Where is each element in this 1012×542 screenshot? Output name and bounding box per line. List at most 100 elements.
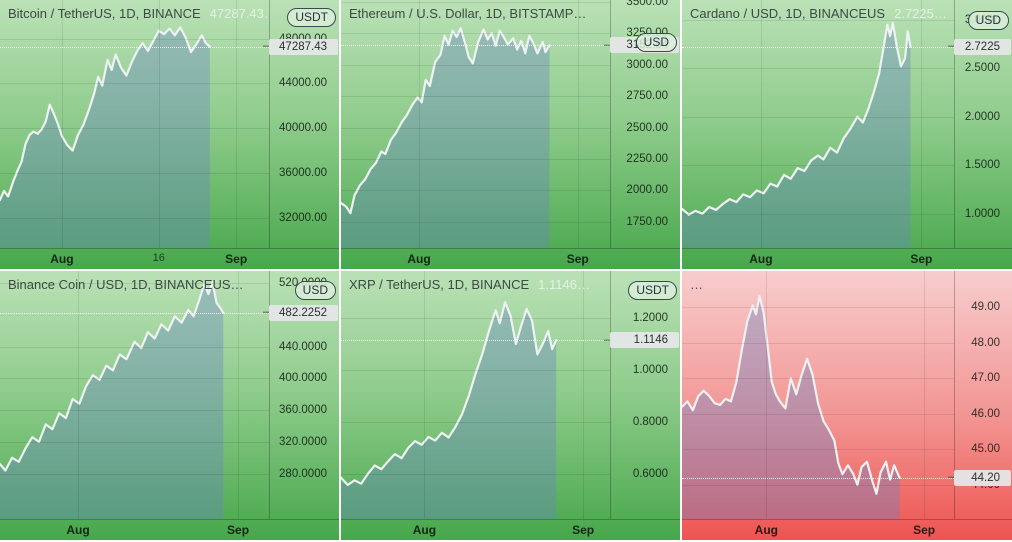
- current-price-line: [341, 340, 610, 342]
- currency-badge-button[interactable]: USD: [635, 33, 677, 52]
- price-tick-label: 2500.00: [626, 121, 668, 134]
- currency-badge-button[interactable]: USDT: [287, 8, 336, 27]
- price-label-tick: –: [263, 306, 270, 319]
- plot-area[interactable]: XRP / TetherUS, 1D, BINANCE 1.1146…: [341, 271, 610, 519]
- gridline-horizontal: [0, 346, 269, 348]
- time-axis[interactable]: Aug 16 Sep: [0, 248, 339, 269]
- price-tick-label: 44000.00: [279, 77, 327, 90]
- price-tick-label: 2750.00: [626, 90, 668, 103]
- area-fill: [341, 302, 557, 519]
- symbol-title[interactable]: XRP / TetherUS, 1D, BINANCE: [349, 277, 530, 292]
- price-label-value: 47287.43: [269, 38, 338, 55]
- gridline-vertical: [924, 271, 926, 519]
- price-label-tick: –: [263, 40, 270, 53]
- price-tick-label: 40000.00: [279, 122, 327, 135]
- price-tick-label: 49.00: [971, 301, 1000, 314]
- price-tick-label: 2250.00: [626, 153, 668, 166]
- price-tick-label: 440.0000: [279, 340, 327, 353]
- price-line: [0, 282, 223, 470]
- time-axis[interactable]: Aug Sep: [341, 248, 680, 269]
- chart-panel-xrp-usdt: XRP / TetherUS, 1D, BINANCE 1.1146… 1.20…: [341, 271, 680, 540]
- currency-badge-button[interactable]: USD: [967, 11, 1009, 30]
- time-axis[interactable]: Aug Sep: [682, 248, 1012, 269]
- price-tick-label: 0.6000: [632, 467, 668, 480]
- gridline-vertical: [583, 271, 585, 519]
- price-label-value: 1.1146: [610, 332, 679, 349]
- chart-legend[interactable]: Bitcoin / TetherUS, 1D, BINANCE 47287.43…: [8, 6, 269, 21]
- gridline-horizontal: [682, 449, 954, 451]
- price-tick-label: 1.0000: [964, 207, 1000, 220]
- price-label-tick: –: [948, 471, 955, 484]
- currency-badge-button[interactable]: USDT: [628, 281, 677, 300]
- time-tick-label: Aug: [412, 523, 437, 537]
- price-line: [682, 23, 910, 215]
- price-label-tick: –: [948, 40, 955, 53]
- symbol-title[interactable]: Binance Coin / USD, 1D, BINANCEUS…: [8, 277, 244, 292]
- price-axis[interactable]: 520.0000440.0000400.0000360.0000320.0000…: [263, 271, 339, 519]
- price-axis[interactable]: 48000.0044000.0040000.0036000.0032000.00…: [263, 0, 339, 248]
- price-tick-label: 0.8000: [632, 415, 668, 428]
- gridline-horizontal: [682, 378, 954, 380]
- gridline-vertical: [238, 271, 240, 519]
- currency-badge-button[interactable]: USD: [294, 281, 336, 300]
- current-price-label: –1.1146: [604, 332, 679, 349]
- symbol-title[interactable]: Cardano / USD, 1D, BINANCEUS: [690, 6, 886, 21]
- gridline-horizontal: [0, 473, 269, 475]
- plot-area[interactable]: …: [682, 271, 954, 519]
- time-tick-label: Aug: [50, 252, 74, 266]
- symbol-ohlc-value: 1.1146…: [538, 277, 590, 292]
- chart-legend[interactable]: …: [690, 277, 712, 292]
- symbol-title[interactable]: Bitcoin / TetherUS, 1D, BINANCE: [8, 6, 201, 21]
- chart-legend[interactable]: Cardano / USD, 1D, BINANCEUS 2.7225…: [690, 6, 947, 21]
- price-area-chart: [341, 271, 610, 519]
- gridline-vertical: [424, 271, 426, 519]
- price-tick-label: 45.00: [971, 443, 1000, 456]
- symbol-title[interactable]: Ethereum / U.S. Dollar, 1D, BITSTAMP…: [349, 6, 587, 21]
- price-label-value: 44.20: [954, 469, 1011, 486]
- price-label-tick: –: [604, 333, 611, 346]
- chart-legend[interactable]: XRP / TetherUS, 1D, BINANCE 1.1146…: [349, 277, 590, 292]
- gridline-horizontal: [341, 473, 610, 475]
- price-area-chart: [0, 0, 269, 248]
- area-fill: [341, 28, 550, 248]
- gridline-vertical: [158, 0, 160, 248]
- time-tick-label: Aug: [66, 523, 90, 537]
- current-price-label: –2.7225: [948, 38, 1011, 55]
- current-price-label: –482.2252: [263, 304, 338, 321]
- price-line: [341, 302, 556, 485]
- time-axis[interactable]: Aug Sep: [0, 519, 339, 540]
- plot-area[interactable]: Binance Coin / USD, 1D, BINANCEUS…: [0, 271, 269, 519]
- price-axis[interactable]: 1.2000 1.0000 0.8000 0.6000 –1.1146 USDT: [604, 271, 680, 519]
- gridline-vertical: [760, 0, 762, 248]
- symbol-title[interactable]: …: [690, 277, 703, 292]
- gridline-horizontal: [341, 190, 610, 192]
- gridline-horizontal: [682, 116, 954, 118]
- chart-legend[interactable]: Ethereum / U.S. Dollar, 1D, BITSTAMP…: [349, 6, 595, 21]
- chart-legend[interactable]: Binance Coin / USD, 1D, BINANCEUS…: [8, 277, 253, 292]
- price-axis[interactable]: 3500.003250.003000.002750.002500.002250.…: [604, 0, 680, 248]
- gridline-horizontal: [341, 369, 610, 371]
- gridline-horizontal: [341, 317, 610, 319]
- plot-area[interactable]: Cardano / USD, 1D, BINANCEUS 2.7225…: [682, 0, 954, 248]
- current-price-line: [341, 45, 610, 47]
- gridline-horizontal: [0, 38, 269, 40]
- price-tick-label: 2.5000: [964, 62, 1000, 75]
- current-price-line: [0, 312, 269, 314]
- time-axis[interactable]: Aug Sep: [682, 519, 1012, 540]
- gridline-horizontal: [341, 96, 610, 98]
- plot-area[interactable]: Bitcoin / TetherUS, 1D, BINANCE 47287.43…: [0, 0, 269, 248]
- gridline-horizontal: [682, 213, 954, 215]
- plot-area[interactable]: Ethereum / U.S. Dollar, 1D, BITSTAMP…: [341, 0, 610, 248]
- area-fill: [682, 295, 900, 519]
- time-axis[interactable]: Aug Sep: [341, 519, 680, 540]
- price-tick-label: 1750.00: [626, 215, 668, 228]
- gridline-vertical: [236, 0, 238, 248]
- time-tick-label: Sep: [566, 252, 589, 266]
- chart-panel-binancecoin-usd: Binance Coin / USD, 1D, BINANCEUS… 520.0…: [0, 271, 339, 540]
- price-tick-label: 2000.00: [626, 184, 668, 197]
- gridline-horizontal: [341, 33, 610, 35]
- chart-panel-bitcoin-usdt: Bitcoin / TetherUS, 1D, BINANCE 47287.43…: [0, 0, 339, 269]
- price-tick-label: 47.00: [971, 372, 1000, 385]
